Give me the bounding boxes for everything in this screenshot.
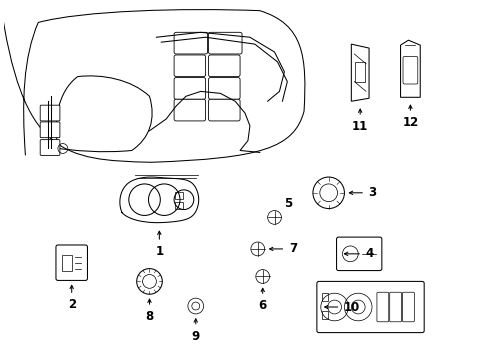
Bar xyxy=(321,293,327,301)
Text: 7: 7 xyxy=(289,242,297,255)
Text: 1: 1 xyxy=(155,245,163,258)
FancyBboxPatch shape xyxy=(208,32,242,54)
FancyBboxPatch shape xyxy=(208,55,240,77)
FancyBboxPatch shape xyxy=(174,99,205,121)
Bar xyxy=(62,255,72,271)
FancyBboxPatch shape xyxy=(40,122,60,138)
Bar xyxy=(175,202,183,208)
FancyBboxPatch shape xyxy=(316,282,423,333)
FancyBboxPatch shape xyxy=(174,78,205,99)
FancyBboxPatch shape xyxy=(40,140,60,156)
FancyBboxPatch shape xyxy=(402,292,413,322)
Bar xyxy=(355,62,365,82)
FancyBboxPatch shape xyxy=(174,32,207,54)
Bar xyxy=(175,192,183,199)
Text: 5: 5 xyxy=(284,197,292,210)
Bar xyxy=(321,311,327,319)
FancyBboxPatch shape xyxy=(389,292,401,322)
FancyBboxPatch shape xyxy=(336,237,381,271)
FancyBboxPatch shape xyxy=(56,245,87,280)
Text: 8: 8 xyxy=(145,310,153,323)
Text: 9: 9 xyxy=(191,330,200,343)
FancyBboxPatch shape xyxy=(402,57,417,84)
FancyBboxPatch shape xyxy=(40,105,60,121)
FancyBboxPatch shape xyxy=(208,99,240,121)
Text: 4: 4 xyxy=(365,247,373,260)
Text: 6: 6 xyxy=(258,299,266,312)
FancyBboxPatch shape xyxy=(208,78,240,99)
Text: 10: 10 xyxy=(343,301,359,314)
Text: 12: 12 xyxy=(402,116,418,129)
Text: 3: 3 xyxy=(367,186,375,199)
Text: 2: 2 xyxy=(67,298,76,311)
Text: 11: 11 xyxy=(351,120,367,133)
FancyBboxPatch shape xyxy=(174,55,205,77)
FancyBboxPatch shape xyxy=(376,292,388,322)
